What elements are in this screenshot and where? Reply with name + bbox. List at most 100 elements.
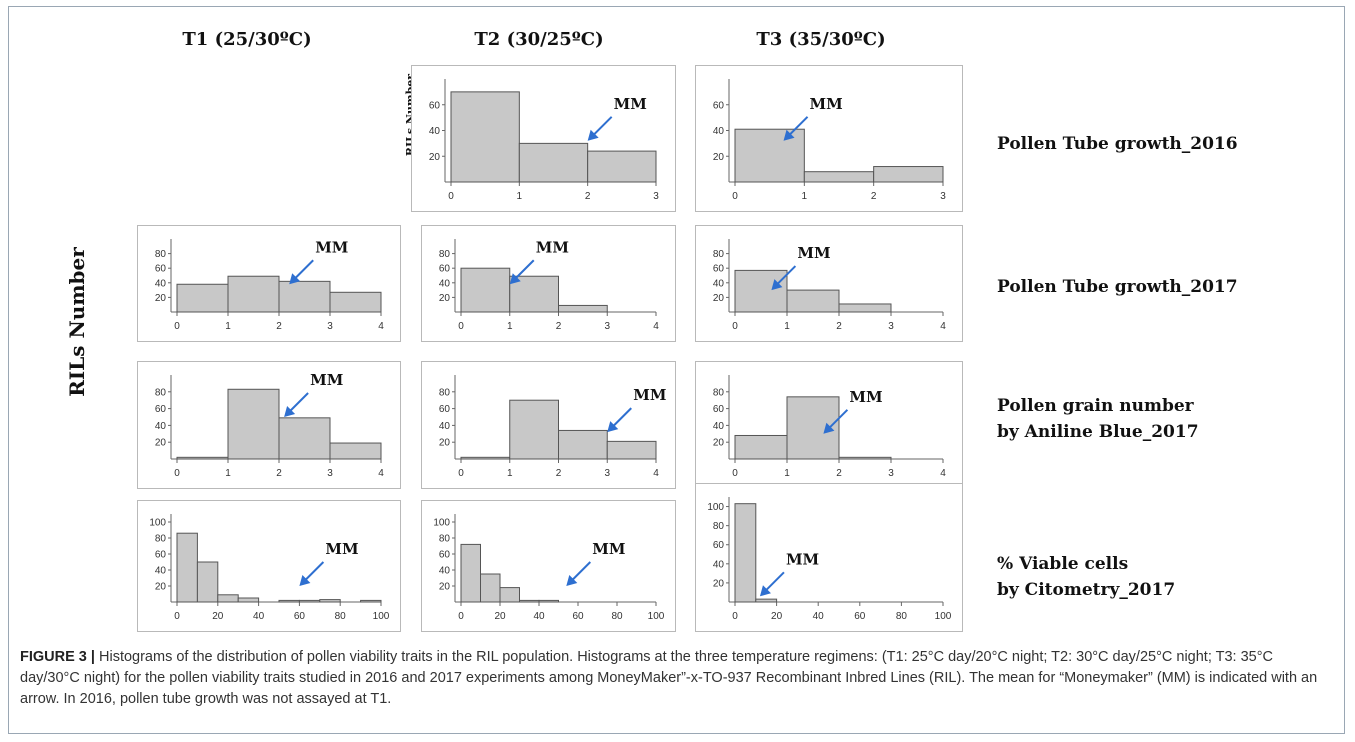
row-label-ptg2016: Pollen Tube growth_2016 (997, 131, 1238, 157)
mm-arrow-shaft (763, 571, 785, 593)
mm-arrow-head (587, 129, 599, 141)
histogram-bar (558, 429, 608, 460)
x-tick-label: 1 (507, 468, 513, 479)
x-tick-label: 3 (327, 468, 333, 479)
histogram-bar (873, 166, 944, 183)
x-tick-label: 60 (572, 611, 584, 622)
histogram-bar (278, 417, 331, 460)
mm-label: MM (310, 371, 343, 389)
x-tick-label: 2 (836, 468, 842, 479)
x-tick-label: 1 (784, 468, 790, 479)
y-tick-label: 80 (155, 534, 167, 545)
x-tick-label: 40 (533, 611, 545, 622)
histogram-bar (278, 599, 300, 603)
mm-arrow-shaft (569, 561, 592, 583)
x-tick-label: 0 (174, 611, 180, 622)
histogram-bar (786, 289, 840, 313)
y-tick-label: 60 (155, 264, 167, 275)
column-header-t3: T3 (35/30ºC) (756, 29, 886, 50)
histogram-bar (460, 543, 481, 603)
y-tick-label: 40 (439, 421, 451, 432)
histogram-pgn2017-t3: 20 40 60 80 0 1 2 3 4 MM (695, 361, 963, 489)
histogram-bar (480, 573, 501, 603)
mm-arrow-head (771, 279, 783, 291)
x-tick-label: 3 (653, 191, 659, 202)
y-tick-label: 20 (713, 438, 725, 449)
y-tick-label: 60 (713, 404, 725, 415)
y-tick-label: 20 (439, 438, 451, 449)
y-tick-label: 60 (439, 550, 451, 561)
histogram-bar (509, 275, 559, 313)
histogram-bar (319, 599, 341, 603)
x-tick-label: 1 (784, 321, 790, 332)
x-tick-label: 80 (896, 611, 908, 622)
mm-label: MM (536, 238, 569, 256)
histogram-bar (519, 599, 540, 603)
panel-border (421, 500, 676, 632)
y-tick-label: 80 (439, 534, 451, 545)
mm-arrow-shaft (774, 265, 797, 287)
row-label-ptg2017: Pollen Tube growth_2017 (997, 274, 1238, 300)
histogram-bar (838, 456, 892, 460)
histogram-bar (499, 587, 520, 603)
histogram-bar (606, 440, 657, 460)
histogram-bar (803, 171, 875, 183)
histogram-bar (538, 599, 559, 603)
y-tick-label: 60 (713, 100, 725, 111)
mm-label: MM (633, 386, 666, 404)
x-tick-label: 2 (556, 321, 562, 332)
histogram-bar (450, 91, 520, 183)
histogram-bar (558, 304, 608, 313)
histogram-bar (755, 598, 778, 603)
mm-label: MM (786, 550, 819, 568)
mm-arrow-head (289, 273, 301, 285)
mm-arrow-head (607, 421, 619, 433)
histogram-bar (176, 283, 229, 313)
histogram-bar (298, 599, 321, 603)
row-label-pgn2017: Pollen grain number by Aniline Blue_2017 (997, 393, 1199, 445)
y-tick-label: 80 (155, 249, 167, 260)
mm-arrow-shaft (786, 116, 809, 138)
x-tick-label: 4 (940, 321, 946, 332)
x-tick-label: 100 (373, 611, 390, 622)
x-tick-label: 2 (836, 321, 842, 332)
figure-frame: T1 (25/30ºC) T2 (30/25ºC) T3 (35/30ºC) R… (8, 6, 1345, 734)
x-tick-label: 2 (276, 321, 282, 332)
histogram-bar (509, 399, 559, 460)
y-tick-label: 80 (713, 249, 725, 260)
x-tick-label: 4 (940, 468, 946, 479)
histogram-bar (734, 503, 757, 603)
y-tick-label: 40 (155, 278, 167, 289)
mm-arrow-shaft (826, 409, 849, 431)
x-tick-label: 60 (854, 611, 866, 622)
mm-label: MM (614, 95, 647, 113)
x-tick-label: 20 (494, 611, 506, 622)
y-tick-label: 60 (429, 100, 441, 111)
histogram-bar (217, 594, 239, 603)
histogram-ptg2017-t3: 20 40 60 80 0 1 2 3 4 MM (695, 225, 963, 342)
mm-arrow-shaft (610, 407, 632, 429)
x-tick-label: 0 (732, 191, 738, 202)
y-tick-label: 80 (713, 387, 725, 398)
x-tick-label: 2 (871, 191, 877, 202)
x-tick-label: 0 (448, 191, 454, 202)
x-tick-label: 2 (276, 468, 282, 479)
y-tick-label: 20 (713, 152, 725, 163)
histogram-bar (227, 388, 280, 460)
histogram-vc2017-t1: 20 40 60 80 100 0 20 40 60 80 100 MM (137, 500, 401, 632)
y-tick-label: 60 (439, 264, 451, 275)
row-label-line: Pollen Tube growth_2016 (997, 134, 1238, 154)
x-tick-label: 4 (653, 321, 659, 332)
x-tick-label: 100 (935, 611, 952, 622)
x-tick-label: 0 (174, 321, 180, 332)
x-tick-label: 3 (604, 468, 610, 479)
x-tick-label: 4 (378, 468, 384, 479)
mm-arrow-head (299, 575, 311, 586)
column-header-t1: T1 (25/30ºC) (182, 29, 312, 50)
y-tick-label: 60 (155, 404, 167, 415)
histogram-bar (734, 269, 788, 313)
x-tick-label: 40 (253, 611, 265, 622)
mm-label: MM (325, 540, 358, 558)
row-label-line: % Viable cells (997, 554, 1129, 574)
y-tick-label: 100 (707, 502, 724, 513)
